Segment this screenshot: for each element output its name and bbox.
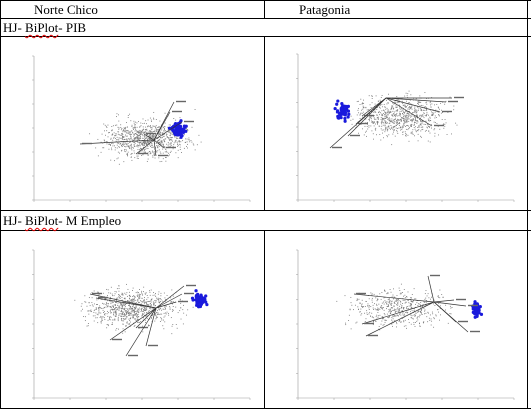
table-rule-section1-end bbox=[0, 210, 531, 211]
biplot-empleo-patagonia-image bbox=[296, 249, 515, 400]
section-label-empleo-biplot: BiPlot bbox=[25, 213, 59, 228]
section-label-empleo-prefix: HJ- bbox=[3, 213, 26, 228]
table-border-top bbox=[0, 0, 531, 1]
section-label-pib-prefix: HJ- bbox=[3, 20, 26, 35]
table-col-divider-header bbox=[264, 0, 265, 19]
header-patagonia: Patagonia bbox=[299, 2, 351, 17]
table-border-left bbox=[0, 0, 1, 409]
table-rule-section1 bbox=[0, 36, 531, 37]
table-border-right bbox=[527, 0, 528, 409]
biplot-empleo-norte-chico bbox=[6, 236, 260, 406]
table-col-divider-row1 bbox=[264, 36, 265, 211]
table-col-divider-row2 bbox=[264, 230, 265, 409]
biplot-empleo-patagonia bbox=[270, 236, 524, 406]
biplot-pib-norte-chico bbox=[6, 42, 260, 208]
table-rule-section2 bbox=[0, 230, 531, 231]
header-norte-chico: Norte Chico bbox=[34, 2, 98, 17]
biplot-pib-patagonia bbox=[270, 40, 524, 208]
section-label-empleo: HJ- BiPlot- M Empleo bbox=[3, 213, 121, 229]
section-label-pib: HJ- BiPlot- PIB bbox=[3, 20, 86, 36]
section-label-pib-biplot: BiPlot bbox=[25, 20, 59, 35]
table-rule-header bbox=[0, 18, 531, 19]
biplot-empleo-norte-chico-image bbox=[32, 249, 251, 400]
section-label-empleo-suffix: - M Empleo bbox=[58, 213, 122, 228]
biplot-pib-patagonia-image bbox=[296, 53, 515, 202]
biplot-pib-norte-chico-image bbox=[32, 55, 251, 202]
section-label-pib-suffix: - PIB bbox=[58, 20, 87, 35]
table-border-bottom bbox=[0, 408, 531, 409]
